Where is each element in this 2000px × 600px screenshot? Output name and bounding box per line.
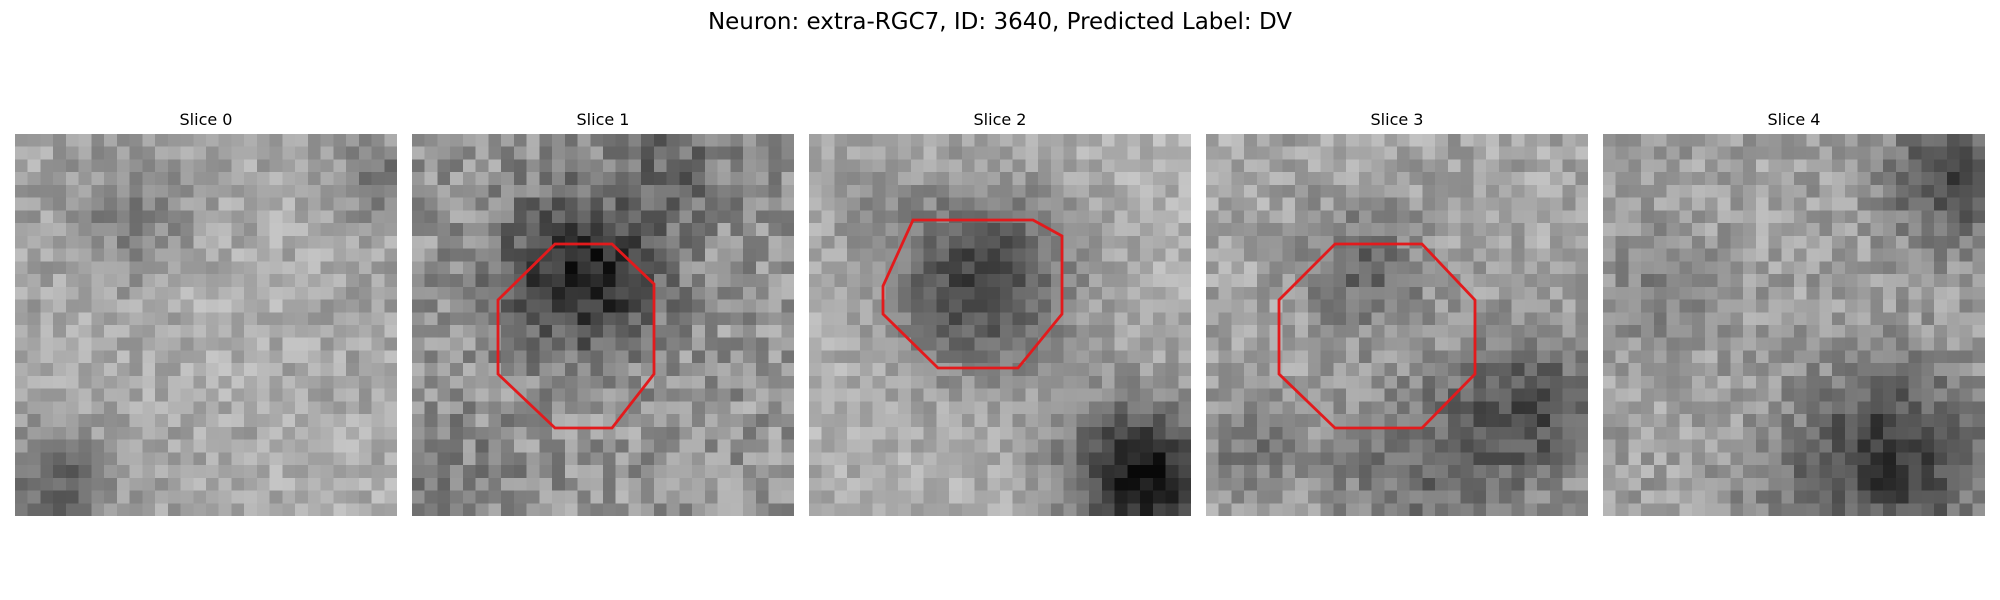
panel-title-slice-2: Slice 2	[973, 110, 1027, 129]
slice-image-1	[412, 134, 794, 516]
slice-image-2	[809, 134, 1191, 516]
slice-image-4	[1603, 134, 1985, 516]
slice-image-0	[15, 134, 397, 516]
figure-title: Neuron: extra-RGC7, ID: 3640, Predicted …	[707, 9, 1293, 35]
panel-title-slice-3: Slice 3	[1370, 110, 1424, 129]
panel-title-slice-0: Slice 0	[179, 110, 233, 129]
panel-title-slice-1: Slice 1	[576, 110, 630, 129]
slice-image-3	[1206, 134, 1588, 516]
panel-title-slice-4: Slice 4	[1767, 110, 1821, 129]
